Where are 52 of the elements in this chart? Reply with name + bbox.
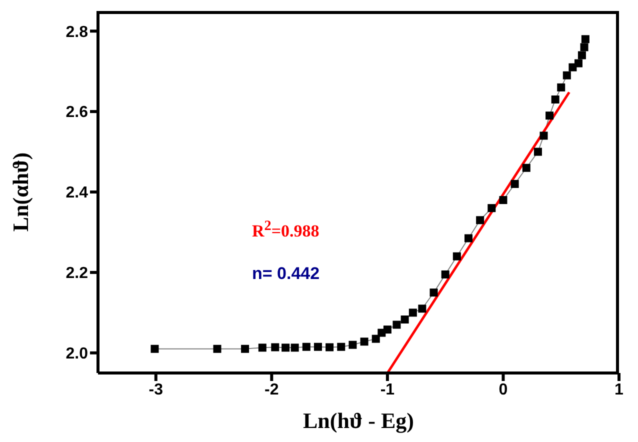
point: [452, 252, 461, 260]
point: [213, 344, 222, 353]
point: [546, 112, 554, 120]
point: [464, 234, 472, 242]
y-tick-label: 2.8: [66, 24, 88, 41]
point: [241, 344, 250, 353]
point: [392, 320, 401, 329]
point: [441, 270, 450, 278]
point: [574, 59, 582, 68]
point: [271, 343, 280, 352]
point: [348, 340, 357, 349]
point: [510, 180, 519, 188]
point: [258, 344, 266, 352]
point: [581, 35, 590, 44]
point: [383, 326, 392, 334]
point: [557, 83, 566, 92]
annotation: n= 0.442: [252, 264, 320, 284]
point: [150, 344, 159, 353]
point: [534, 148, 542, 156]
y-tick-label: 2.4: [66, 184, 88, 202]
point: [337, 342, 346, 351]
point: [540, 132, 548, 140]
point: [488, 204, 496, 212]
point: [290, 344, 299, 352]
point: [430, 288, 438, 297]
y-axis-title: Ln(αhϑ): [8, 152, 33, 232]
point: [360, 338, 368, 346]
x-tick-label: -1: [380, 381, 395, 398]
point: [418, 304, 426, 313]
y-tick-label: 2.2: [66, 265, 88, 282]
y-tick-label: 2.6: [66, 104, 88, 122]
point: [372, 334, 380, 343]
point: [302, 342, 310, 351]
point: [562, 71, 571, 80]
point: [314, 342, 322, 351]
point: [476, 216, 484, 224]
point: [408, 308, 417, 317]
point: [282, 344, 290, 352]
point: [522, 164, 530, 172]
x-tick-label: -2: [264, 381, 279, 398]
x-tick-label: 0: [498, 381, 508, 398]
point: [578, 51, 586, 60]
x-tick-label: 1: [614, 381, 624, 398]
point: [499, 196, 508, 204]
point: [400, 316, 409, 324]
point: [551, 95, 560, 104]
point: [580, 43, 588, 52]
x-axis-title: Ln(hϑ - Eg): [303, 408, 414, 433]
point: [326, 343, 334, 352]
annotation: R$^{2}$=0.988: [252, 218, 320, 242]
x-tick-label: -3: [148, 381, 164, 398]
y-tick-label: 2.0: [66, 346, 88, 363]
